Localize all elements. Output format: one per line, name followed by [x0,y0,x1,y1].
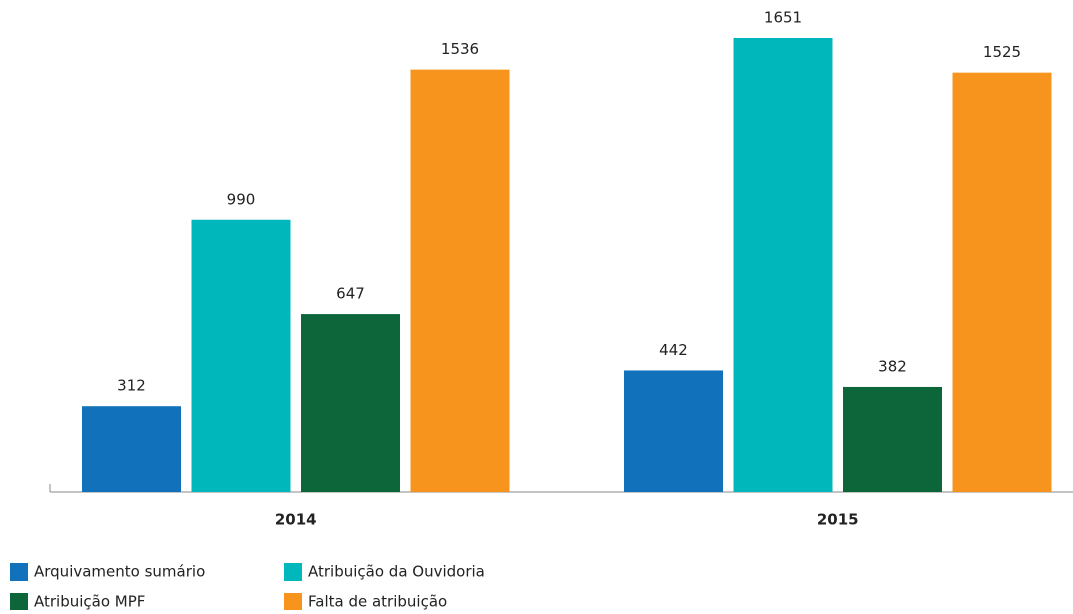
legend-swatch [284,563,302,581]
x-tick-label: 2014 [275,511,317,529]
bar [733,38,833,492]
legend-label: Atribuição MPF [34,593,145,611]
data-label: 1525 [983,43,1021,61]
legend-swatch [10,563,28,581]
bar [82,406,181,492]
legend-label: Atribuição da Ouvidoria [308,563,485,581]
data-label: 312 [117,377,146,395]
legend-swatch [284,593,302,611]
bar [843,386,942,492]
bar [952,72,1052,492]
bar [624,370,723,492]
legend-label: Falta de atribuição [308,593,447,611]
bar [301,314,400,492]
data-label: 382 [878,357,907,375]
data-label: 647 [336,285,365,303]
data-label: 1536 [441,40,479,58]
data-label: 1651 [764,9,802,27]
data-label: 442 [659,341,688,359]
legend-label: Arquivamento sumário [34,563,205,581]
x-tick-label: 2015 [817,511,859,529]
bar [410,69,510,492]
legend-swatch [10,593,28,611]
bar [191,219,291,492]
data-label: 990 [227,190,256,208]
